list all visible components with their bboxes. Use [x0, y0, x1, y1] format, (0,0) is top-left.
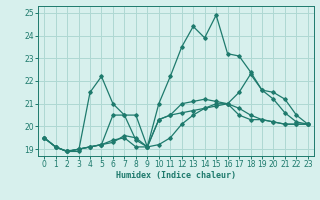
X-axis label: Humidex (Indice chaleur): Humidex (Indice chaleur) [116, 171, 236, 180]
